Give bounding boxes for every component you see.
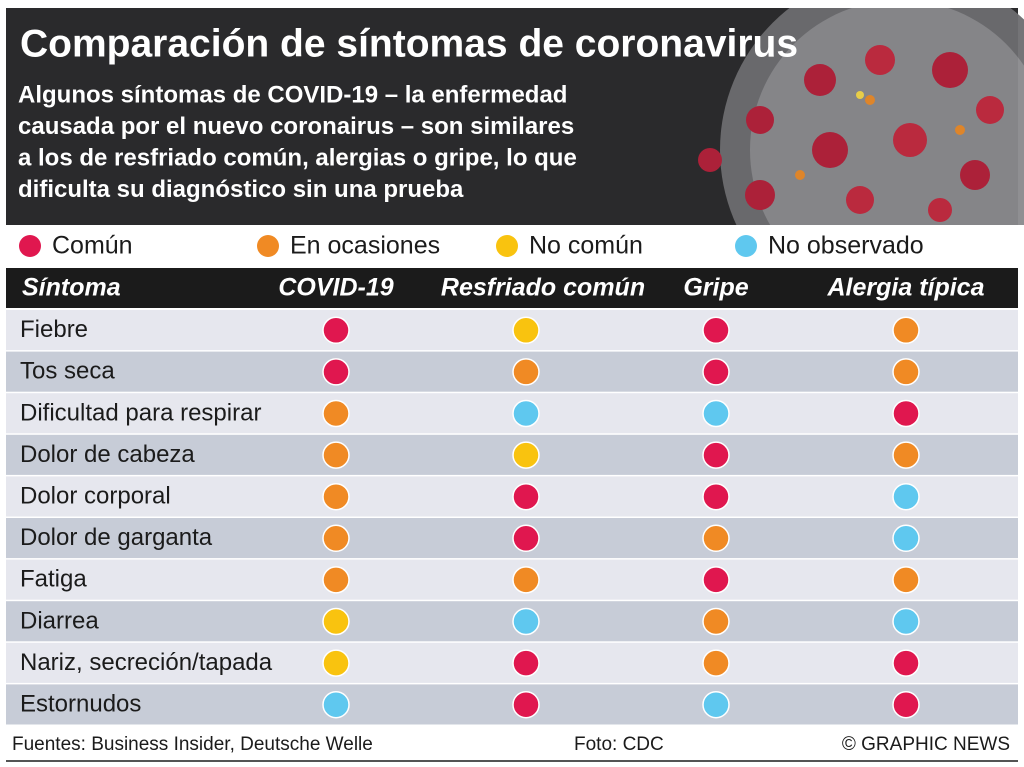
title: Comparación de síntomas de coronavirus (20, 22, 798, 65)
column-header: COVID-19 (278, 274, 393, 302)
status-dot (702, 524, 730, 553)
status-dot (892, 566, 920, 594)
subtitle-line: Algunos síntomas de COVID-19 – la enferm… (18, 81, 567, 108)
status-dot (892, 524, 920, 553)
status-dot (892, 358, 920, 386)
status-dot (892, 441, 920, 469)
status-dot (512, 358, 540, 386)
status-dot (702, 482, 730, 511)
status-dot (702, 690, 730, 719)
content: Comparación de síntomas de coronavirus Al… (6, 22, 1018, 762)
status-dot (702, 358, 730, 386)
row-band (6, 518, 1018, 559)
column-header: Gripe (683, 274, 748, 302)
row-label: Dificultad para respirar (20, 399, 261, 426)
status-dot (322, 482, 350, 511)
status-dot (512, 566, 540, 594)
status-dot (892, 649, 920, 677)
subtitle-line: causada por el nuevo coronairus – son si… (18, 113, 574, 140)
virus-image (698, 0, 1024, 330)
status-dot (322, 399, 350, 428)
legend-label: En ocasiones (290, 232, 440, 260)
status-dot (702, 399, 730, 428)
status-dot (512, 316, 540, 345)
row-band (6, 351, 1018, 392)
status-dot (892, 690, 920, 719)
row-band (6, 434, 1018, 475)
legend-label: No observado (768, 232, 924, 260)
subtitle-line: dificulta su diagnóstico sin una prueba (18, 176, 464, 203)
table-header-band (6, 268, 1018, 308)
row-label: Dolor corporal (20, 483, 171, 510)
footer-sources: Fuentes: Business Insider, Deutsche Well… (12, 734, 373, 755)
legend-label: No común (529, 232, 643, 260)
status-dot (322, 524, 350, 553)
row-label: Fiebre (20, 316, 88, 343)
row-label: Fatiga (20, 566, 87, 593)
row-band (6, 310, 1018, 351)
status-dot (892, 399, 920, 428)
status-dot (512, 441, 540, 469)
status-dot (322, 607, 350, 636)
status-dot (322, 649, 350, 677)
status-dot (702, 649, 730, 677)
footer-photo: Foto: CDC (574, 734, 664, 755)
row-label: Estornudos (20, 691, 141, 718)
legend-label: Común (52, 232, 133, 260)
status-dot (512, 399, 540, 428)
column-header: Síntoma (22, 274, 121, 302)
row-band (6, 393, 1018, 434)
status-dot (702, 607, 730, 636)
status-dot (322, 316, 350, 345)
legend-swatch (257, 235, 279, 257)
status-dot (512, 524, 540, 553)
status-dot (322, 358, 350, 386)
status-dot (892, 607, 920, 636)
column-header: Alergia típica (827, 274, 985, 302)
row-label: Dolor de garganta (20, 524, 213, 551)
legend-swatch (496, 235, 518, 257)
status-dot (322, 690, 350, 719)
status-dot (512, 607, 540, 636)
row-band (6, 601, 1018, 642)
status-dot (892, 316, 920, 345)
row-band (6, 476, 1018, 517)
status-dot (512, 690, 540, 719)
status-dot (512, 649, 540, 677)
status-dot (702, 441, 730, 469)
row-label: Dolor de cabeza (20, 441, 195, 468)
status-dot (702, 316, 730, 345)
status-dot (512, 482, 540, 511)
footer-credit: © GRAPHIC NEWS (842, 734, 1010, 755)
row-label: Tos seca (20, 358, 115, 385)
status-dot (702, 566, 730, 594)
row-band (6, 684, 1018, 725)
row-band (6, 642, 1018, 683)
row-band (6, 559, 1018, 600)
status-dot (892, 482, 920, 511)
row-label: Nariz, secreción/tapada (20, 649, 273, 676)
status-dot (322, 566, 350, 594)
top-margin (6, 0, 1018, 8)
subtitle-line: a los de resfriado común, alergias o gri… (18, 144, 577, 171)
row-label: Diarrea (20, 607, 99, 634)
column-header: Resfriado común (441, 274, 645, 302)
legend-swatch (735, 235, 757, 257)
status-dot (322, 441, 350, 469)
legend-swatch (19, 235, 41, 257)
